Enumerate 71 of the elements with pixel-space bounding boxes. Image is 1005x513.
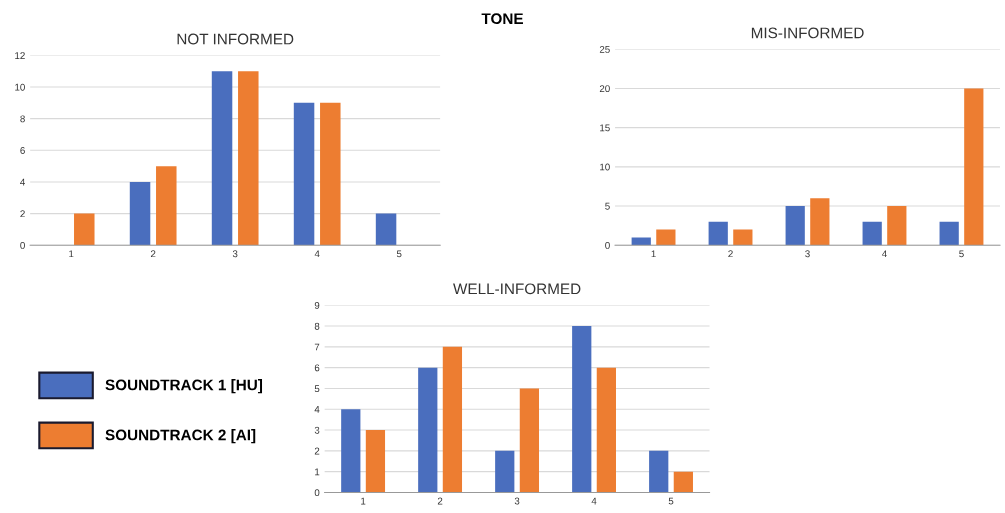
bar bbox=[418, 367, 438, 493]
chart-title: NOT INFORMED bbox=[177, 33, 294, 45]
bar bbox=[320, 102, 341, 246]
y-tick-label: 10 bbox=[600, 163, 610, 171]
y-tick-label: 6 bbox=[20, 147, 25, 154]
bar bbox=[211, 71, 233, 246]
bar bbox=[341, 409, 361, 493]
bar bbox=[495, 450, 515, 493]
y-tick-label: 1 bbox=[315, 468, 320, 476]
bar bbox=[238, 71, 259, 246]
bar bbox=[810, 198, 830, 246]
x-tick-label: 1 bbox=[361, 497, 366, 505]
legend-label: SOUNDTRACK 2 [AI] bbox=[105, 429, 256, 444]
y-tick-label: 15 bbox=[600, 124, 610, 132]
x-tick-label: 2 bbox=[150, 250, 156, 258]
y-tick-label: 25 bbox=[599, 45, 610, 53]
bar bbox=[939, 221, 959, 246]
bar bbox=[887, 206, 907, 246]
y-tick-label: 8 bbox=[314, 322, 320, 330]
bar bbox=[442, 346, 463, 493]
bar bbox=[631, 237, 651, 246]
bar bbox=[785, 206, 805, 246]
bar bbox=[596, 367, 616, 493]
y-tick-label: 7 bbox=[314, 343, 320, 351]
y-tick-label: 5 bbox=[314, 385, 320, 393]
y-tick-label: 0 bbox=[605, 241, 610, 249]
x-tick-label: 2 bbox=[437, 497, 443, 505]
y-tick-label: 4 bbox=[314, 406, 320, 413]
x-tick-label: 2 bbox=[728, 250, 733, 258]
bar bbox=[156, 166, 177, 246]
bar bbox=[673, 471, 693, 493]
x-tick-label: 1 bbox=[651, 250, 656, 258]
bar bbox=[519, 388, 540, 493]
x-tick-label: 4 bbox=[591, 497, 597, 505]
chart-title: MIS-INFORMED bbox=[751, 27, 864, 39]
bar bbox=[129, 181, 151, 246]
bar bbox=[572, 326, 592, 493]
x-tick-label: 5 bbox=[396, 250, 402, 258]
bar bbox=[375, 213, 397, 246]
y-tick-label: 4 bbox=[20, 178, 25, 186]
bar bbox=[649, 450, 669, 493]
text: TONE bbox=[481, 13, 523, 25]
y-tick-label: 12 bbox=[15, 52, 25, 59]
bar bbox=[733, 229, 753, 246]
bar bbox=[365, 430, 386, 493]
y-tick-label: 10 bbox=[15, 83, 25, 91]
y-tick-label: 20 bbox=[599, 85, 610, 93]
y-tick-label: 0 bbox=[20, 241, 25, 249]
x-tick-label: 5 bbox=[959, 250, 964, 258]
y-tick-label: 3 bbox=[314, 426, 320, 434]
y-tick-label: 0 bbox=[314, 489, 320, 497]
chart-title: WELL-INFORMED bbox=[453, 283, 581, 295]
x-tick-label: 3 bbox=[805, 250, 810, 258]
x-tick-label: 1 bbox=[69, 250, 74, 258]
x-tick-label: 3 bbox=[514, 497, 520, 505]
y-tick-label: 9 bbox=[314, 301, 320, 309]
y-tick-label: 2 bbox=[314, 447, 320, 455]
bar bbox=[74, 213, 95, 246]
x-tick-label: 3 bbox=[232, 250, 238, 258]
y-tick-label: 2 bbox=[20, 210, 25, 218]
legend-label: SOUNDTRACK 1 [HU] bbox=[105, 379, 263, 394]
bar bbox=[964, 88, 984, 246]
y-tick-label: 5 bbox=[605, 202, 610, 210]
bar bbox=[656, 229, 676, 246]
bar bbox=[293, 102, 315, 246]
x-tick-label: 4 bbox=[882, 250, 887, 258]
y-tick-label: 6 bbox=[314, 364, 320, 372]
bar bbox=[708, 221, 728, 246]
x-tick-label: 5 bbox=[668, 497, 674, 505]
y-tick-label: 8 bbox=[20, 115, 25, 123]
bar bbox=[862, 221, 882, 246]
